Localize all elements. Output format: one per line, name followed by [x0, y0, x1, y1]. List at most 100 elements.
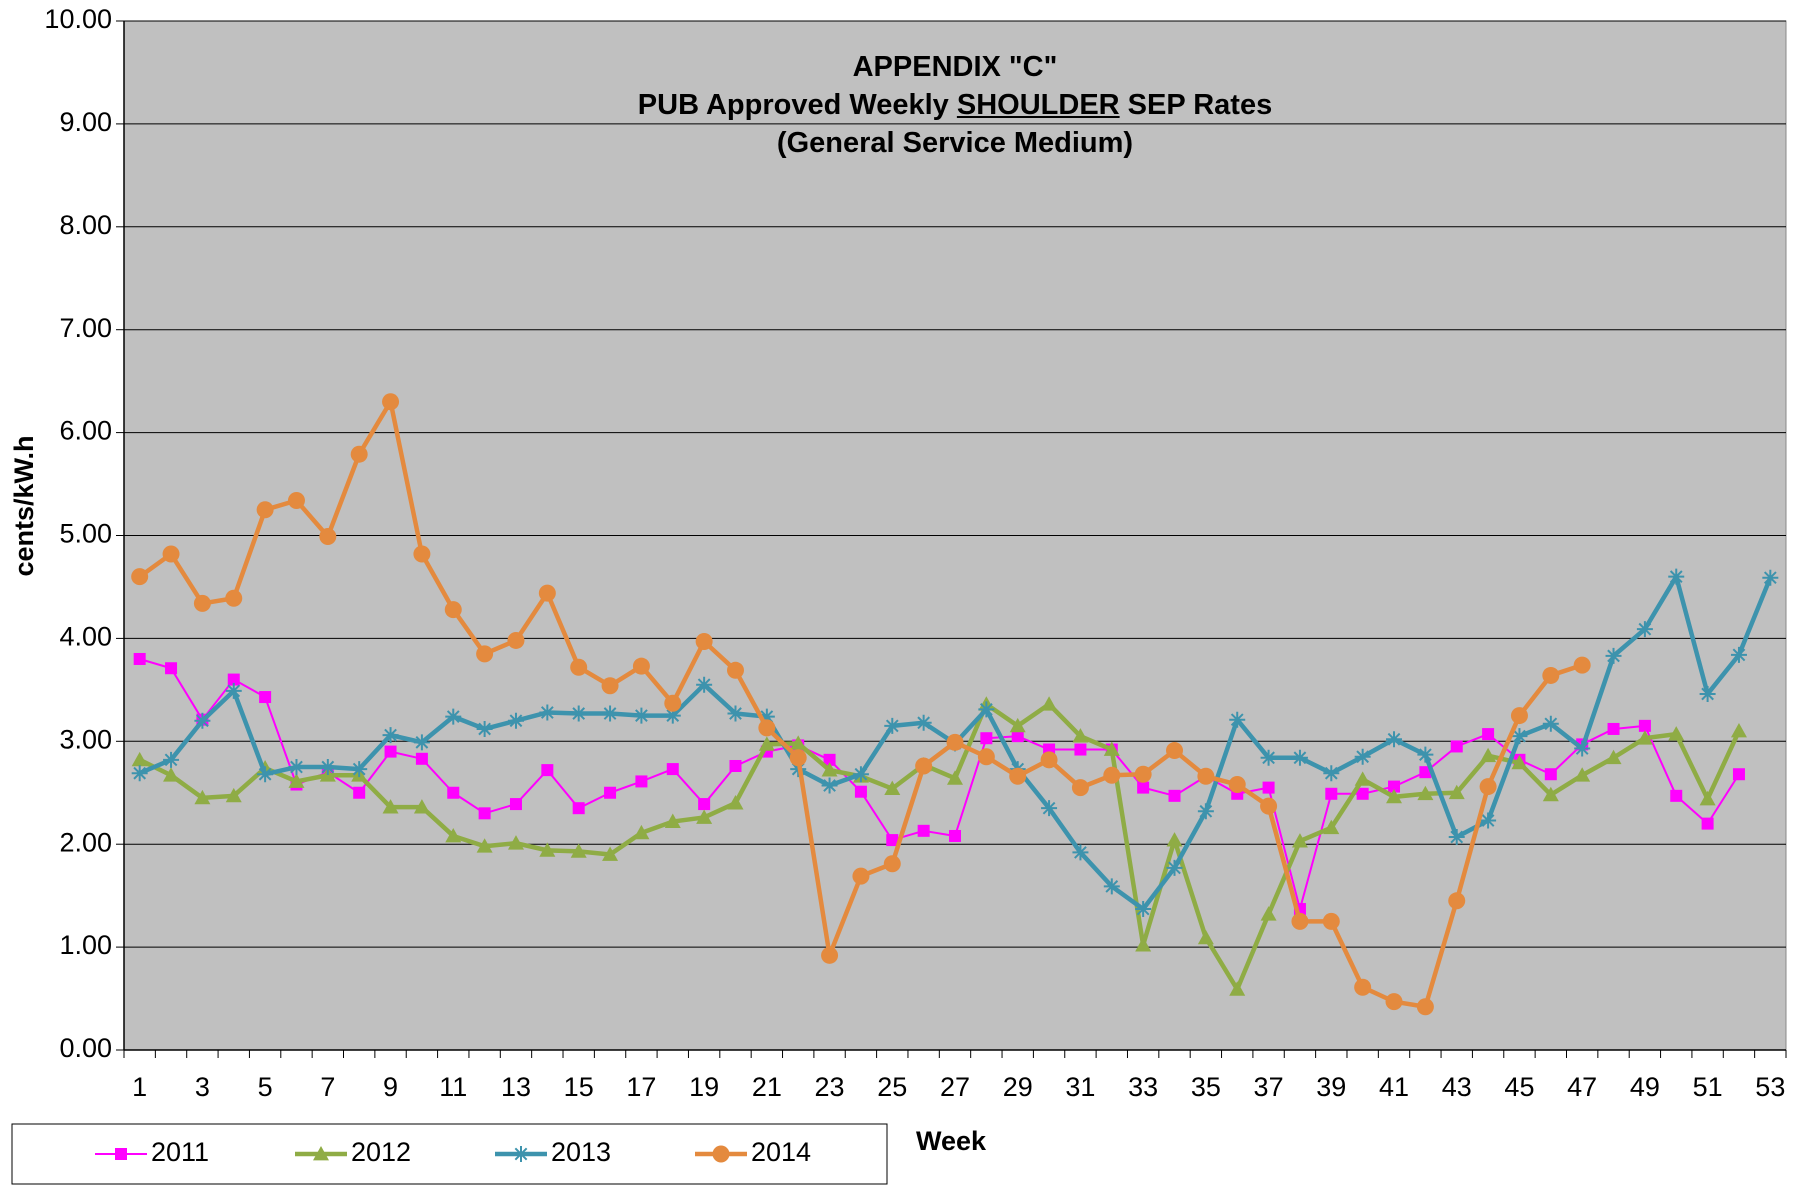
x-tick-label: 39	[1316, 1072, 1346, 1102]
marker	[1448, 828, 1465, 845]
legend-label: 2012	[351, 1137, 411, 1167]
marker	[415, 752, 428, 765]
marker	[1166, 742, 1184, 760]
marker	[1260, 906, 1277, 921]
marker	[758, 708, 775, 725]
marker	[259, 691, 272, 704]
marker	[193, 594, 211, 612]
marker	[1636, 621, 1653, 638]
y-tick-label: 8.00	[59, 210, 112, 240]
y-tick-label: 5.00	[59, 519, 112, 549]
marker	[1419, 766, 1432, 779]
marker	[1137, 781, 1150, 794]
marker	[602, 846, 619, 861]
marker	[604, 786, 617, 799]
marker	[539, 704, 556, 721]
marker	[1386, 788, 1403, 804]
marker	[313, 1146, 329, 1161]
marker	[1134, 765, 1152, 783]
x-tick-label: 21	[752, 1072, 782, 1102]
marker	[1356, 787, 1369, 800]
marker	[1354, 771, 1371, 786]
marker	[382, 727, 399, 744]
marker	[696, 809, 713, 824]
marker	[852, 867, 870, 885]
marker	[758, 736, 775, 751]
x-tick-label: 1	[132, 1072, 147, 1102]
marker	[1699, 790, 1716, 806]
marker	[131, 765, 148, 782]
y-tick-label: 0.00	[59, 1033, 112, 1063]
x-tick-label: 27	[940, 1072, 970, 1102]
y-tick-label: 9.00	[59, 107, 112, 137]
marker	[1197, 803, 1214, 820]
marker	[1701, 817, 1714, 830]
y-tick-label: 10.00	[44, 4, 112, 34]
marker	[1732, 768, 1745, 781]
marker	[1573, 656, 1591, 674]
marker	[1542, 715, 1559, 732]
marker	[601, 677, 619, 695]
marker	[1354, 978, 1372, 996]
marker	[287, 492, 305, 510]
x-tick-label: 7	[320, 1072, 335, 1102]
marker	[476, 720, 493, 737]
marker	[1009, 717, 1026, 733]
marker	[917, 824, 930, 837]
marker	[884, 780, 901, 796]
marker	[1262, 781, 1275, 794]
marker	[915, 714, 932, 731]
marker	[696, 676, 713, 693]
marker	[1354, 748, 1371, 765]
marker	[821, 777, 838, 794]
marker	[541, 764, 554, 777]
x-tick-label: 37	[1254, 1072, 1284, 1102]
marker	[635, 775, 648, 788]
marker	[350, 445, 368, 463]
marker	[507, 712, 524, 729]
title-part: SEP Rates	[1127, 89, 1273, 121]
marker	[162, 545, 180, 563]
x-tick-label: 49	[1630, 1072, 1660, 1102]
marker	[1228, 776, 1246, 794]
marker	[353, 786, 366, 799]
marker	[1388, 780, 1401, 793]
marker	[1072, 844, 1089, 861]
marker	[886, 834, 899, 847]
marker	[1450, 740, 1463, 753]
marker	[789, 749, 807, 767]
x-tick-label: 5	[258, 1072, 273, 1102]
marker	[666, 763, 679, 776]
marker	[1605, 647, 1622, 664]
marker	[633, 824, 650, 840]
marker	[1480, 812, 1497, 829]
marker	[1323, 819, 1340, 835]
marker	[915, 757, 933, 775]
x-tick-label: 9	[383, 1072, 398, 1102]
marker	[1417, 746, 1434, 763]
marker	[115, 1148, 127, 1160]
marker	[131, 751, 148, 767]
y-tick-label: 1.00	[59, 930, 112, 960]
marker	[227, 673, 240, 686]
x-tick-label: 31	[1065, 1072, 1095, 1102]
marker	[384, 745, 397, 758]
marker	[288, 759, 305, 776]
marker	[821, 946, 839, 964]
marker	[1762, 569, 1779, 586]
marker	[1607, 722, 1620, 735]
x-axis-label: Week	[916, 1126, 987, 1156]
marker	[1730, 723, 1747, 738]
x-tick-label: 17	[626, 1072, 656, 1102]
x-tick-label: 13	[501, 1072, 531, 1102]
marker	[947, 770, 963, 785]
x-tick-label: 35	[1191, 1072, 1221, 1102]
marker	[445, 827, 462, 843]
marker	[1325, 787, 1338, 800]
y-tick-label: 3.00	[59, 724, 112, 754]
marker	[790, 735, 807, 750]
series-line	[138, 702, 1742, 992]
marker	[1074, 743, 1087, 756]
marker	[1448, 784, 1465, 800]
